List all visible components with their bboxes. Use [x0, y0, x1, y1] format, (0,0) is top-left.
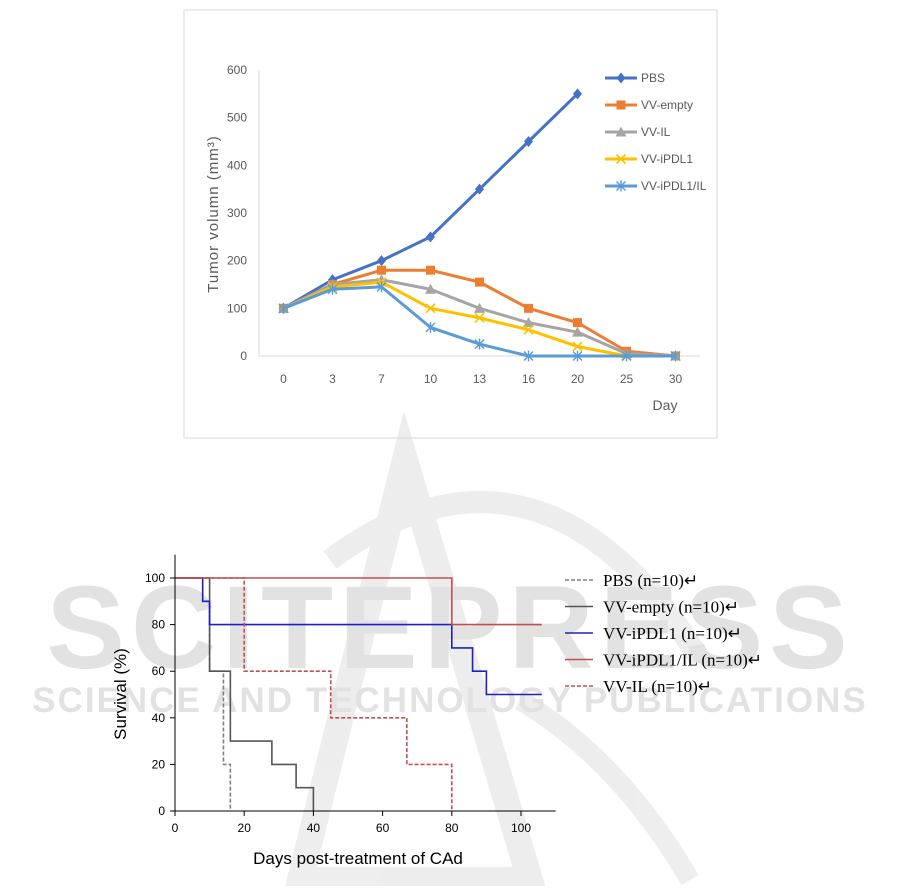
chart1-x-tick-label: 3: [329, 372, 336, 386]
chart2-y-tick-label: 60: [152, 664, 166, 678]
chart2-x-tick-label: 100: [511, 821, 531, 835]
chart1-series-vv-empty-point: [573, 318, 582, 328]
chart1-legend-vv-empty-marker: [616, 100, 626, 110]
chart1-series-pbs-line: [282, 92, 579, 310]
survival-chart: 0 20 40 60 80 100 0 20 40 60 80 100 PBS (n=10)↵ VV-e…: [111, 554, 762, 868]
chart1-series-vv-ipdl1-point-stroke-b: [523, 324, 534, 335]
chart1-series-vv-ipdl1-point: [572, 341, 583, 352]
chart1-x-tick-label: 20: [571, 372, 585, 386]
chart1-series-vv-ipdl1-il-point: [278, 302, 289, 314]
chart2-legend-vv-ipdl1-n-10-label: VV-iPDL1 (n=10)↵: [603, 624, 742, 643]
chart1-y-tick-label: 200: [227, 254, 247, 268]
chart1-series: [278, 88, 681, 362]
chart1-legend: PBS VV-empty VV-IL VV-iPDL1 VV-iPDL1/IL: [605, 71, 707, 193]
chart1-series-vv-empty-point: [377, 265, 386, 275]
chart1-series-vv-il-point: [474, 302, 485, 313]
chart2-series-vv-empty-n-10-line: [175, 577, 315, 811]
chart1-y-tick-label: 500: [227, 111, 247, 125]
chart1-y-tick-label: 400: [227, 158, 247, 172]
chart1-y-tick-label: 600: [227, 63, 247, 77]
chart1-series-vv-ipdl1-il-point: [425, 321, 436, 333]
chart2-x-tick-label: 80: [445, 821, 459, 835]
chart1-series-vv-ipdl1-point-stroke-b: [425, 303, 436, 314]
chart1-x-tick-label: 13: [473, 372, 487, 386]
chart1-y-axis-label: Tumor volumn (mm³): [205, 135, 222, 292]
chart1-legend-pbs-marker: [616, 72, 626, 84]
chart1-series-vv-empty-point: [475, 277, 484, 287]
chart1-x-tick-label: 25: [620, 372, 634, 386]
chart1-series-vv-ipdl1-il-point: [523, 350, 534, 362]
chart1-series-pbs-point: [524, 136, 533, 147]
chart2-series-vv-il-n-10-line: [175, 577, 453, 811]
chart2-x-tick-label: 20: [238, 821, 252, 835]
chart1-y-tick-label: 300: [227, 206, 247, 220]
chart1-series-vv-ipdl1-point-stroke-b: [572, 341, 583, 352]
chart2-axes: 0 20 40 60 80 100 0 20 40 60 80 100: [145, 554, 556, 835]
chart2-series-vv-ipdl1-n-10-line: [175, 577, 542, 696]
chart2-y-tick-label: 40: [152, 711, 166, 725]
chart1-series-vv-ipdl1-il-point: [327, 283, 338, 295]
tumor-volume-chart: 0 100 200 300 400 500 600 0 3 7 10 13 16 20 25 30 PBS VV…: [183, 9, 718, 439]
chart1-series-vv-ipdl1-il-point: [621, 350, 632, 362]
chart1-series-vv-ipdl1-il-point: [376, 281, 387, 293]
chart1-x-tick-label: 30: [669, 372, 683, 386]
chart1-legend-vv-ipdl1-marker: [615, 153, 627, 165]
chart2-y-axis-label: Survival (%): [111, 648, 130, 740]
chart2-y-tick-label: 80: [152, 618, 166, 632]
chart2-x-tick-label: 0: [172, 821, 179, 835]
chart1-series-vv-ipdl1-il-point: [474, 338, 485, 350]
watermark: SCITEPRESS SCIENCE AND TECHNOLOGY PUBLIC…: [32, 410, 868, 891]
chart2-y-tick-label: 0: [158, 804, 165, 818]
chart1-series-vv-il-point: [572, 326, 583, 337]
chart1-series-vv-ipdl1-point-stroke-b: [474, 312, 485, 323]
watermark-subtitle: SCIENCE AND TECHNOLOGY PUBLICATIONS: [32, 681, 868, 720]
chart1-legend-vv-empty-label: VV-empty: [641, 98, 693, 112]
chart2-x-tick-label: 60: [376, 821, 390, 835]
chart1-legend-vv-ipdl1-il-label: VV-iPDL1/IL: [641, 179, 707, 193]
chart1-series-pbs-point: [573, 88, 582, 100]
chart1-legend-vv-ipdl1-il-marker: [616, 180, 626, 192]
chart1-legend-pbs-label: PBS: [641, 71, 665, 85]
chart1-series-vv-ipdl1-point: [474, 312, 485, 323]
chart1-series-vv-empty-point: [426, 265, 435, 275]
chart2-legend-vv-ipdl1-il-n-10-label: VV-iPDL1/IL (n=10)↵: [603, 651, 762, 670]
chart1-series-vv-il-point: [425, 283, 436, 294]
chart1-series-vv-ipdl1-il-point: [572, 350, 583, 362]
chart1-series-vv-il-point: [523, 317, 534, 328]
chart1-x-tick-label: 7: [378, 372, 385, 386]
chart1-series-pbs-point: [377, 255, 386, 267]
chart1-legend-vv-ipdl1-label: VV-iPDL1: [641, 152, 693, 166]
chart1-legend-vv-il-label: VV-IL: [641, 125, 671, 139]
chart2-series-vv-ipdl1-il-n-10-line: [175, 577, 542, 626]
chart2-legend-pbs-n-10-label: PBS (n=10)↵: [603, 571, 698, 590]
chart2-y-tick-label: 100: [145, 571, 165, 585]
chart1-x-tick-label: 16: [522, 372, 536, 386]
chart1-frame: [183, 9, 718, 439]
chart2-x-tick-label: 40: [307, 821, 321, 835]
chart2-legend: PBS (n=10)↵ VV-empty (n=10)↵ VV-iPDL1 (n=1…: [565, 571, 762, 696]
chart2-series: [175, 577, 542, 811]
chart2-x-axis-label: Days post-treatment of CAd: [253, 849, 463, 868]
chart1-x-axis-label: Day: [653, 397, 678, 413]
chart1-series-vv-ipdl1-point: [425, 303, 436, 314]
chart1-x-tick-label: 10: [424, 372, 438, 386]
chart1-legend-vv-il-marker: [615, 126, 627, 137]
watermark-title: SCITEPRESS: [46, 562, 854, 694]
chart1-legend-vv-ipdl1-marker-stroke-b: [615, 153, 627, 165]
chart1-series-vv-empty-point: [524, 303, 533, 313]
chart1-x-tick-label: 0: [280, 372, 287, 386]
chart1-series-pbs-point: [475, 183, 484, 195]
chart1-y-tick-label: 0: [240, 349, 247, 363]
chart1-axes: 0 100 200 300 400 500 600 0 3 7 10 13 16 20 25 30: [227, 63, 700, 386]
chart1-y-tick-label: 100: [227, 301, 247, 315]
watermark-logo: [283, 410, 710, 891]
chart2-y-tick-label: 20: [152, 757, 166, 771]
chart2-legend-vv-empty-n-10-label: VV-empty (n=10)↵: [603, 598, 739, 617]
chart1-series-pbs-point: [426, 231, 435, 243]
chart2-legend-vv-il-n-10-label: VV-IL (n=10)↵: [603, 677, 712, 696]
chart1-series-vv-ipdl1-il-point: [670, 350, 681, 362]
chart1-series-vv-ipdl1-point: [523, 324, 534, 335]
